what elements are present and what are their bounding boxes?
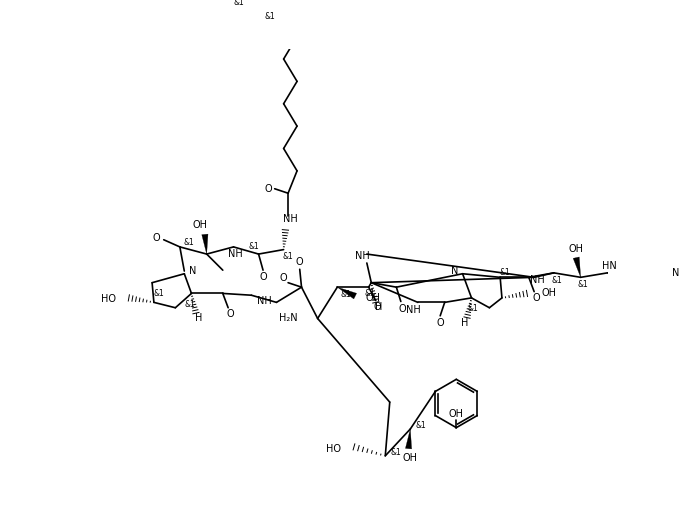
Text: H: H	[460, 318, 468, 328]
Polygon shape	[405, 429, 411, 449]
Text: &1: &1	[154, 289, 165, 298]
Polygon shape	[573, 257, 581, 277]
Text: O: O	[226, 309, 234, 319]
Text: NH₂: NH₂	[672, 268, 680, 278]
Text: &1: &1	[415, 421, 426, 430]
Text: &1: &1	[341, 290, 352, 299]
Text: HO: HO	[326, 444, 341, 454]
Text: NH: NH	[530, 275, 545, 285]
Text: H: H	[375, 302, 382, 312]
Text: &1: &1	[390, 448, 401, 457]
Text: HO: HO	[101, 294, 116, 304]
Text: O: O	[532, 293, 540, 303]
Text: NH: NH	[406, 305, 421, 315]
Text: H₂N: H₂N	[279, 313, 298, 323]
Text: &1: &1	[578, 280, 589, 289]
Polygon shape	[337, 287, 356, 299]
Text: &1: &1	[283, 252, 294, 261]
Text: OH: OH	[568, 244, 583, 253]
Text: O: O	[265, 184, 272, 194]
Text: &1: &1	[364, 289, 375, 298]
Text: OH: OH	[192, 220, 207, 230]
Text: NH: NH	[228, 249, 243, 259]
Text: O: O	[398, 304, 407, 314]
Text: NH: NH	[355, 251, 370, 261]
Polygon shape	[202, 234, 208, 254]
Text: O: O	[153, 233, 160, 243]
Text: &1: &1	[184, 299, 195, 309]
Text: &1: &1	[551, 275, 562, 285]
Text: NH: NH	[257, 295, 271, 306]
Text: &1: &1	[233, 0, 244, 7]
Text: OH: OH	[366, 293, 381, 303]
Text: NH: NH	[282, 214, 297, 224]
Text: O: O	[437, 318, 444, 328]
Text: &1: &1	[468, 304, 479, 313]
Text: &1: &1	[265, 12, 275, 20]
Text: &1: &1	[499, 268, 510, 277]
Text: OH: OH	[403, 453, 418, 462]
Text: N: N	[189, 266, 196, 276]
Text: OH: OH	[449, 409, 464, 419]
Text: O: O	[259, 272, 267, 282]
Text: OH: OH	[541, 288, 556, 298]
Text: O: O	[279, 273, 288, 283]
Text: HN: HN	[602, 261, 617, 271]
Text: &1: &1	[249, 242, 260, 251]
Text: H: H	[195, 313, 203, 323]
Text: &1: &1	[184, 238, 194, 247]
Text: O: O	[296, 257, 303, 267]
Text: N: N	[451, 266, 458, 276]
Text: O: O	[374, 302, 381, 312]
